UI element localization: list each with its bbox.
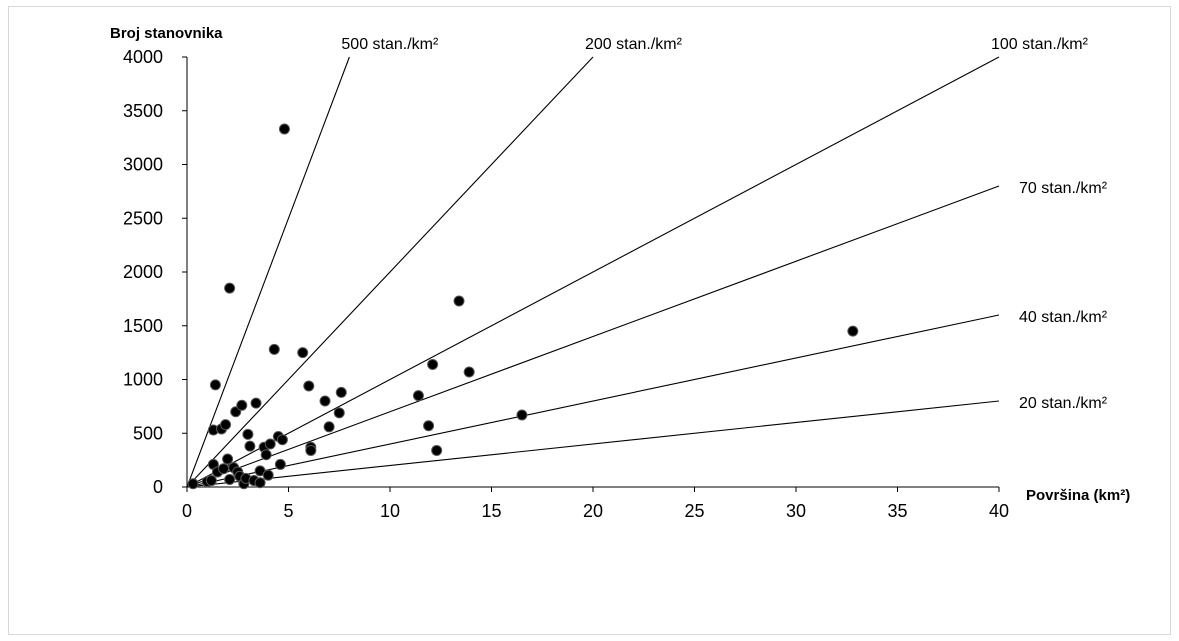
data-point [276,434,288,446]
data-point [254,477,266,489]
data-point [303,380,315,392]
reference-line-label: 70 stan./km² [1019,180,1108,197]
data-point [205,475,217,487]
x-tick-label: 0 [182,501,192,521]
y-tick-label: 3000 [123,155,163,175]
data-point [268,343,280,355]
x-tick-label: 35 [887,501,907,521]
y-tick-label: 1500 [123,316,163,336]
reference-line [186,185,1000,488]
reference-line [186,400,1000,488]
data-point [335,386,347,398]
data-point [423,420,435,432]
axes: 0 5 10 15 20 25 30 35 40 0 500 1000 1500 2000 2500 3000… [123,47,1009,521]
chart-frame [8,6,1171,635]
x-tick-label: 25 [684,501,704,521]
y-tick-label: 2000 [123,262,163,282]
data-point [244,440,256,452]
data-point [427,358,439,370]
data-point [220,419,232,431]
reference-line [186,56,594,488]
reference-line [186,314,1000,488]
data-point [218,463,230,475]
data-points [187,123,859,490]
reference-line-labels: 500 stan./km² 200 stan./km² 100 stan./km² 7… [341,36,1107,412]
data-point [274,458,286,470]
x-tick-label: 30 [786,501,806,521]
data-point [333,407,345,419]
y-tick-label: 2500 [123,208,163,228]
y-axis-title: Broj stanovnika [110,25,223,42]
data-point [187,478,199,490]
y-tick-label: 4000 [123,47,163,67]
reference-line-label: 200 stan./km² [585,36,683,53]
y-tick-label: 0 [153,477,163,497]
data-point [305,444,317,456]
data-point [847,325,859,337]
reference-line-label: 100 stan./km² [991,36,1089,53]
x-tick-label: 15 [481,501,501,521]
x-tick-label: 40 [989,501,1009,521]
x-axis-title: Površina (km²) [1026,487,1130,504]
data-point [209,379,221,391]
reference-line [186,56,1000,488]
reference-line [186,56,350,488]
data-point [319,395,331,407]
data-point [323,421,335,433]
data-point [242,428,254,440]
data-point [412,390,424,402]
y-tick-label: 1000 [123,370,163,390]
y-tick-label: 3500 [123,101,163,121]
data-point [260,449,272,461]
data-point [236,399,248,411]
data-point [431,444,443,456]
data-point [278,123,290,135]
data-point [453,295,465,307]
x-tick-label: 5 [283,501,293,521]
data-point [463,366,475,378]
data-point [224,473,236,485]
data-point [222,453,234,465]
x-tick-label: 20 [583,501,603,521]
data-point [262,469,274,481]
data-point [224,282,236,294]
x-tick-label: 10 [380,501,400,521]
reference-line-label: 40 stan./km² [1019,309,1108,326]
data-point [516,409,528,421]
reference-line-label: 500 stan./km² [341,36,439,53]
reference-lines [186,56,1000,488]
y-tick-label: 500 [133,423,163,443]
data-point [297,347,309,359]
reference-line-label: 20 stan./km² [1019,395,1108,412]
data-point [264,438,276,450]
data-point [250,397,262,409]
